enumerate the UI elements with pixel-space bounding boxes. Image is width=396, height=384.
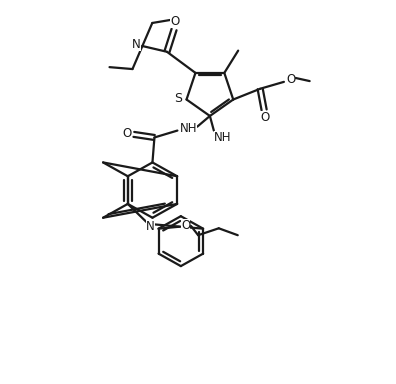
Text: O: O [286,73,295,86]
Text: NH: NH [214,131,231,144]
Text: N: N [146,220,155,233]
Text: S: S [174,92,182,105]
Text: O: O [181,219,190,232]
Text: O: O [122,127,131,140]
Text: O: O [170,15,179,28]
Text: O: O [260,111,270,124]
Text: NH: NH [180,122,197,135]
Text: N: N [132,38,141,51]
